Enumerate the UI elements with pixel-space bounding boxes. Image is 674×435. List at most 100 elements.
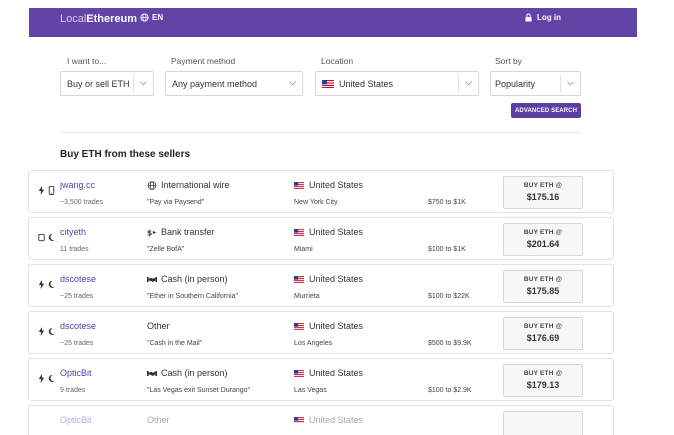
us-flag-icon bbox=[294, 181, 304, 189]
offer-row[interactable]: jwang.cc ~3,500 trades International wir… bbox=[28, 170, 614, 213]
country-label: United States bbox=[309, 415, 364, 425]
svg-text:$: $ bbox=[147, 228, 152, 237]
offer-note: "Las Vegas exit Sunset Durango" bbox=[147, 387, 251, 394]
buy-label: BUY ETH @ bbox=[523, 229, 563, 236]
buy-label: BUY ETH @ bbox=[523, 182, 563, 189]
payment-method-label: Other bbox=[147, 321, 170, 331]
seller-link[interactable]: cityeth bbox=[60, 227, 87, 237]
moon-icon bbox=[48, 327, 55, 335]
phone-icon bbox=[48, 186, 55, 195]
chevron-down-icon bbox=[133, 75, 153, 92]
section-title: Buy ETH from these sellers bbox=[60, 149, 191, 160]
offer-country: United States bbox=[294, 321, 363, 331]
offer-row[interactable]: cityeth 11 trades $ Bank transfer "Zelle… bbox=[28, 217, 614, 260]
chevron-down-icon bbox=[282, 75, 302, 92]
payment-method-select[interactable]: Any payment method bbox=[165, 71, 303, 96]
want-value: Buy or sell ETH bbox=[67, 78, 130, 89]
sort-value: Popularity bbox=[495, 78, 536, 89]
payment-label: Payment method bbox=[171, 56, 236, 66]
seller-link[interactable]: OpticBit bbox=[60, 368, 92, 378]
offer-city: Murrieta bbox=[294, 293, 320, 300]
country-label: United States bbox=[309, 274, 364, 284]
moon-icon bbox=[48, 233, 55, 241]
us-flag-icon bbox=[294, 416, 304, 424]
offer-country: United States bbox=[294, 274, 363, 284]
seller-link[interactable]: dscotese bbox=[60, 321, 97, 331]
login-label: Log in bbox=[537, 13, 561, 22]
globe-icon bbox=[147, 180, 157, 190]
bolt-icon bbox=[38, 186, 45, 195]
payment-method: Other bbox=[147, 415, 170, 425]
buy-button[interactable] bbox=[503, 411, 583, 435]
buy-price: $179.13 bbox=[526, 380, 560, 390]
offer-row[interactable]: OpticBit 9 trades Cash (in person) "Las … bbox=[28, 358, 614, 401]
seller-link[interactable]: dscotese bbox=[60, 274, 97, 284]
sort-select[interactable]: Popularity bbox=[490, 71, 581, 96]
buy-label: BUY ETH @ bbox=[523, 276, 563, 283]
status-icons bbox=[38, 327, 55, 336]
buy-button[interactable]: BUY ETH @ $179.13 bbox=[503, 364, 583, 397]
buy-button[interactable]: BUY ETH @ $175.16 bbox=[503, 176, 583, 209]
sort-label: Sort by bbox=[495, 56, 522, 66]
payment-method-label: Cash (in person) bbox=[161, 274, 228, 284]
buy-price: $201.64 bbox=[526, 239, 560, 249]
offer-row[interactable]: dscotese ~25 trades Cash (in person) "Et… bbox=[28, 264, 614, 307]
seller-link[interactable]: OpticBit bbox=[60, 415, 92, 425]
payment-method: Other bbox=[147, 321, 170, 331]
language-code: EN bbox=[152, 13, 164, 22]
trade-count: 9 trades bbox=[60, 387, 86, 394]
trade-limits: $100 to $2.9K bbox=[428, 387, 472, 394]
country-label: United States bbox=[309, 180, 364, 190]
moon-icon bbox=[48, 374, 55, 382]
brand-logo[interactable]: LocalEthereum bbox=[60, 13, 137, 25]
offer-city: Las Vegas bbox=[294, 387, 327, 394]
status-icons bbox=[38, 280, 55, 289]
location-label: Location bbox=[321, 56, 354, 66]
offer-country: United States bbox=[294, 227, 363, 237]
seller-link[interactable]: jwang.cc bbox=[60, 180, 96, 190]
offer-row[interactable]: dscotese ~25 trades Other "Cash in the M… bbox=[28, 311, 614, 354]
login-button[interactable]: Log in bbox=[525, 13, 561, 22]
status-icons bbox=[38, 233, 55, 242]
trade-limits: $500 to $9.9K bbox=[428, 340, 472, 347]
offer-city: Miami bbox=[294, 246, 313, 253]
bolt-icon bbox=[38, 280, 45, 289]
moon-icon bbox=[48, 280, 55, 288]
buy-button[interactable]: BUY ETH @ $176.69 bbox=[503, 317, 583, 350]
bolt-icon bbox=[38, 374, 45, 383]
buy-button[interactable]: BUY ETH @ $175.85 bbox=[503, 270, 583, 303]
payment-method: Cash (in person) bbox=[147, 274, 228, 284]
payment-method-label: International wire bbox=[161, 180, 230, 190]
offer-country: United States bbox=[294, 368, 363, 378]
payment-method-label: Bank transfer bbox=[161, 227, 215, 237]
bolt-icon bbox=[38, 327, 45, 336]
want-select[interactable]: Buy or sell ETH bbox=[60, 71, 154, 96]
handshake-icon bbox=[147, 276, 157, 282]
trade-count: 11 trades bbox=[60, 246, 89, 253]
payment-method: International wire bbox=[147, 180, 230, 190]
buy-button[interactable]: BUY ETH @ $201.64 bbox=[503, 223, 583, 256]
card-icon bbox=[38, 233, 45, 242]
trade-limits: $750 to $1K bbox=[428, 199, 466, 206]
offer-note: "Ether in Southern California" bbox=[147, 293, 238, 300]
location-select[interactable]: United States bbox=[315, 71, 479, 96]
country-label: United States bbox=[309, 227, 364, 237]
trade-count: ~3,500 trades bbox=[60, 199, 104, 206]
language-selector[interactable]: EN bbox=[140, 13, 163, 22]
offer-city: New York City bbox=[294, 199, 338, 206]
buy-label: BUY ETH @ bbox=[523, 323, 563, 330]
payment-method: Cash (in person) bbox=[147, 368, 228, 378]
trade-limits: $100 to $22K bbox=[428, 293, 470, 300]
location-value: United States bbox=[339, 78, 394, 89]
lock-icon bbox=[525, 13, 532, 22]
brand-bold-text: Ethereum bbox=[86, 13, 138, 25]
offer-row[interactable]: OpticBit Other United States bbox=[28, 405, 614, 435]
offer-note: "Cash in the Mail" bbox=[147, 340, 203, 347]
top-navigation-bar: LocalEthereum EN Log in bbox=[29, 8, 637, 37]
offer-country: United States bbox=[294, 180, 363, 190]
buy-label: BUY ETH @ bbox=[523, 370, 563, 377]
status-icons bbox=[38, 374, 55, 383]
chevron-down-icon bbox=[560, 75, 580, 92]
advanced-search-button[interactable]: ADVANCED SEARCH bbox=[511, 103, 581, 118]
status-icons bbox=[38, 186, 55, 195]
